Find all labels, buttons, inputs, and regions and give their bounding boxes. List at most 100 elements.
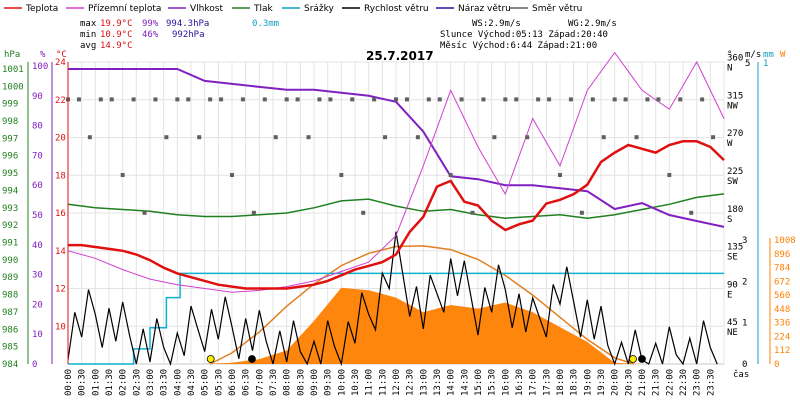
celsius-tick-label: 24 — [55, 58, 66, 68]
direction-cardinal-label: NW — [727, 101, 738, 111]
wind-direction-dot — [558, 173, 562, 177]
wind-direction-dot — [186, 97, 191, 102]
wm2-tick-label: 896 — [774, 250, 790, 260]
wm2-tick-label: 336 — [774, 319, 790, 329]
wind-direction-dot — [590, 97, 595, 102]
ms-tick-label: 2 — [742, 277, 747, 287]
wind-direction-dot — [142, 210, 147, 215]
hpa-tick-label: 989 — [2, 273, 18, 283]
wind-direction-dot — [568, 97, 573, 102]
wind-direction-dot — [481, 97, 486, 102]
legend-label: Náraz větru — [458, 4, 511, 14]
wind-direction-dot — [76, 97, 81, 102]
hpa-tick-label: 986 — [2, 325, 18, 335]
wind-direction-dot — [328, 97, 333, 102]
x-tick-label: 08:30 — [296, 369, 306, 396]
x-tick-label: 21:30 — [652, 369, 662, 396]
wind-direction-dot — [131, 97, 136, 102]
wind-direction-dot — [448, 173, 453, 177]
wind-direction-dot — [295, 97, 300, 102]
humidity-line — [68, 68, 725, 228]
wind-direction-dot — [678, 97, 683, 102]
wind-direction-dot — [251, 210, 256, 215]
hpa-tick-label: 991 — [2, 239, 18, 249]
x-tick-label: 11:30 — [378, 369, 388, 396]
direction-deg-label: 135 — [727, 243, 743, 253]
x-tick-label: 13:30 — [433, 369, 443, 396]
celsius-tick-label: 20 — [55, 134, 66, 144]
wind-direction-dot — [219, 97, 224, 102]
percent-tick-label: 10 — [32, 330, 43, 340]
celsius-tick-label: 12 — [55, 285, 66, 295]
x-tick-label: 22:00 — [665, 369, 675, 396]
wm2-unit: W — [780, 50, 786, 60]
wm2-tick-label: 224 — [774, 332, 790, 342]
x-tick-label: 09:00 — [310, 369, 320, 396]
x-tick-label: 06:30 — [242, 369, 252, 396]
percent-tick-label: 40 — [32, 241, 43, 251]
wind-direction-dot — [547, 97, 552, 102]
x-tick-label: 04:30 — [187, 369, 197, 396]
x-tick-label: 02:30 — [132, 369, 142, 396]
stats-min-label: min — [80, 30, 96, 40]
hpa-tick-label: 990 — [2, 256, 18, 266]
celsius-tick-label: 16 — [55, 209, 66, 219]
wind-direction-dot — [339, 173, 344, 177]
direction-deg-label: 90 — [727, 280, 738, 290]
legend-label: Přízemní teplota — [88, 4, 161, 14]
wind-direction-dot — [262, 97, 267, 102]
stats-min-press: 992hPa — [172, 30, 205, 40]
ms-top-label: 5 — [745, 59, 750, 69]
hpa-tick-label: 998 — [2, 117, 18, 127]
percent-unit: % — [40, 50, 46, 60]
wind-direction-dot — [634, 135, 639, 140]
direction-deg-label: 270 — [727, 129, 743, 139]
wind-direction-dot — [459, 97, 464, 102]
direction-deg-label: 315 — [727, 91, 743, 101]
x-tick-label: 19:30 — [597, 369, 607, 396]
stats-max-hum: 99% — [142, 19, 159, 29]
wm2-tick-label: 560 — [774, 291, 790, 301]
x-tick-label: 14:30 — [460, 369, 470, 396]
wind-direction-dot — [404, 97, 409, 102]
x-tick-label: 09:30 — [324, 369, 334, 396]
wind-direction-dot — [503, 97, 508, 102]
x-tick-label: 05:00 — [201, 369, 211, 396]
stats-max-temp: 19.9°C — [100, 19, 133, 29]
stats-min-temp: 10.9°C — [100, 30, 133, 40]
pressure-line — [67, 193, 725, 219]
wind-direction-dot — [208, 97, 213, 102]
stats-max-press: 994.3hPa — [166, 19, 209, 29]
stats-max-label: max — [80, 19, 97, 29]
direction-deg-label: 45 — [727, 318, 738, 328]
percent-tick-label: 100 — [32, 62, 48, 72]
mm-unit: mm — [763, 50, 774, 60]
hpa-tick-label: 985 — [2, 343, 18, 353]
wind-direction-dot — [87, 135, 92, 140]
x-tick-label: 11:00 — [365, 369, 375, 396]
wind-speed-line — [67, 231, 718, 367]
x-tick-label: 15:00 — [474, 369, 484, 396]
info-sun: Slunce Východ:05:13 Západ:20:40 — [440, 30, 608, 40]
wind-direction-dot — [601, 135, 606, 140]
wind-direction-dot — [711, 135, 716, 140]
direction-cardinal-label: SW — [727, 177, 738, 187]
wind-direction-dot — [230, 173, 234, 177]
percent-tick-label: 70 — [32, 151, 43, 161]
wm2-tick-label: 672 — [774, 277, 790, 287]
x-tick-label: 23:30 — [706, 369, 716, 396]
x-tick-label: 18:00 — [556, 369, 566, 396]
x-tick-label: 00:30 — [78, 369, 88, 396]
x-tick-label: 19:00 — [583, 369, 593, 396]
x-tick-label: 06:00 — [228, 369, 238, 396]
chart-title: 25.7.2017 — [366, 49, 434, 63]
wind-direction-dot — [120, 173, 125, 177]
ms-tick-label: 3 — [742, 236, 747, 246]
percent-tick-label: 20 — [32, 300, 43, 310]
ground-temp-line — [67, 51, 725, 293]
wind-direction-dot — [579, 210, 584, 215]
hpa-tick-label: 993 — [2, 204, 18, 214]
x-tick-label: 03:00 — [146, 369, 156, 396]
legend-label: Tlak — [253, 4, 274, 14]
